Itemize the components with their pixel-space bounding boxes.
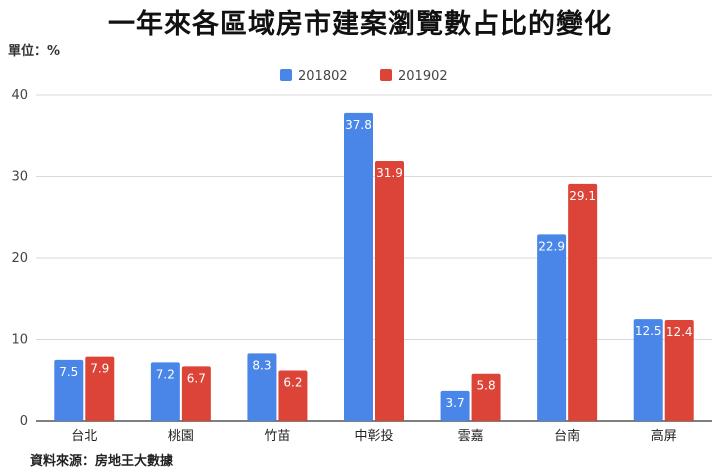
bars: 7.5 7.9 7.2 6.7 8.3 6.2 37.8 31.9 3.7 5.8 22.9 29.1… (54, 112, 694, 422)
data-label: 12.5 (635, 324, 662, 338)
data-label: 31.9 (376, 166, 403, 180)
bar-201902-1 (181, 366, 211, 421)
x-tick-label: 雲嘉 (458, 429, 484, 444)
y-tick-label: 30 (11, 170, 28, 185)
x-axis: 台北 桃園 竹苗 中彰投 雲嘉 台南 高屏 (71, 428, 676, 444)
bar-201802-6 (633, 319, 663, 421)
x-tick-label: 台南 (554, 428, 580, 444)
data-label: 5.8 (477, 379, 496, 393)
bar-201802-1 (150, 362, 180, 421)
data-label: 6.7 (187, 371, 206, 385)
data-label: 3.7 (446, 396, 465, 410)
bar-201802-3 (344, 112, 373, 422)
data-label: 22.9 (538, 239, 565, 253)
y-tick-label: 0 (20, 414, 28, 429)
source-note: 資料來源：房地王大數據 (30, 454, 174, 469)
data-label: 29.1 (569, 189, 596, 203)
x-tick-label: 竹苗 (264, 429, 290, 444)
y-tick-label: 40 (11, 88, 28, 103)
y-tick-label: 10 (11, 333, 28, 348)
bar-201902-2 (278, 370, 308, 421)
legend-swatch (280, 69, 292, 81)
data-label: 7.5 (59, 365, 78, 379)
data-label: 6.2 (283, 375, 302, 389)
data-label: 37.8 (345, 118, 372, 132)
y-axis: 0 10 20 30 40 (11, 88, 28, 429)
bar-201802-4 (440, 390, 470, 421)
data-label: 7.2 (156, 367, 175, 381)
x-tick-label: 台北 (71, 429, 97, 444)
unit-label: 單位：% (8, 44, 61, 59)
x-tick-label: 中彰投 (354, 428, 393, 444)
legend-swatch (380, 69, 392, 81)
gridlines (36, 94, 712, 422)
bar-201802-2 (247, 353, 277, 421)
bar-201902-4 (471, 373, 501, 421)
data-label: 12.4 (666, 325, 693, 339)
bar-201802-0 (54, 359, 84, 421)
x-tick-label: 高屏 (651, 428, 677, 444)
legend-label: 201902 (398, 69, 448, 84)
legend-label: 201802 (298, 69, 348, 84)
bar-201902-6 (664, 319, 694, 421)
data-label: 7.9 (90, 362, 109, 376)
y-tick-label: 20 (11, 251, 28, 266)
legend: 201802 201902 (280, 69, 448, 84)
bar-201902-3 (375, 161, 404, 421)
bar-201902-5 (568, 183, 598, 421)
x-tick-label: 桃園 (168, 429, 194, 444)
bar-201802-5 (537, 234, 567, 421)
data-label: 8.3 (252, 358, 271, 372)
bar-201902-0 (85, 356, 115, 421)
chart-title: 一年來各區域房市建案瀏覽數占比的變化 (108, 9, 612, 40)
